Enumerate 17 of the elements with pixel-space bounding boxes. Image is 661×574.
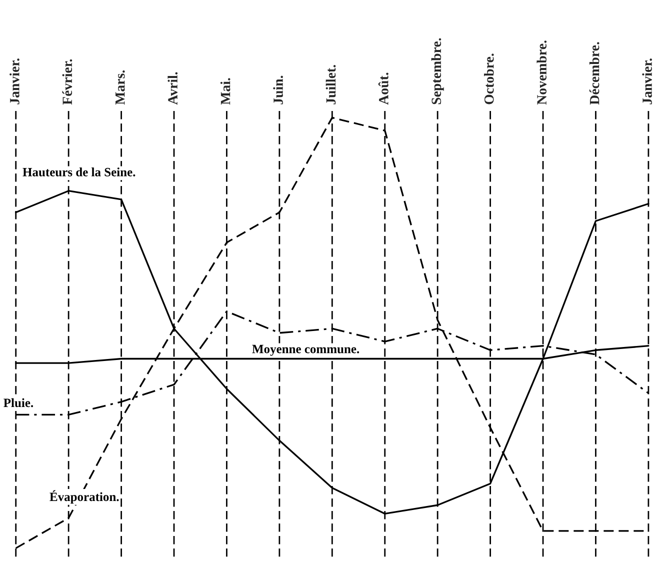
series-label: Pluie. (4, 398, 34, 408)
series-label: Évaporation. (50, 490, 119, 504)
x-tick-label: Octobre. (484, 54, 494, 104)
series-label: Hauteurs de la Seine. (22, 168, 136, 176)
x-tick-label: Janvier. (10, 58, 20, 104)
x-tick-label: Août. (378, 72, 388, 105)
series-label: Moyenne commune. (252, 344, 360, 356)
x-tick-label: Septembre. (431, 38, 444, 104)
x-tick-label: Janvier. (642, 58, 652, 104)
x-tick-label: Juin. (273, 76, 283, 104)
x-tick-label: Juillet. (326, 64, 336, 104)
x-tick-label: Avril. (168, 72, 178, 105)
x-tick-label: Novembre. (536, 40, 547, 105)
x-tick-label: Février. (62, 59, 72, 105)
x-tick-label: Mars. (116, 70, 125, 105)
x-tick-label: Mai. (220, 78, 230, 105)
x-tick-label: Décembre. (589, 42, 600, 105)
